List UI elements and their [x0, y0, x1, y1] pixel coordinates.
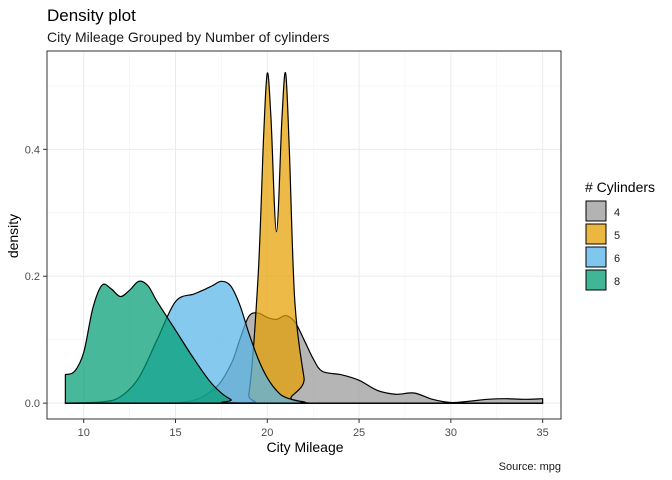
x-tick-label: 15 [169, 427, 181, 439]
density-area-cyl-4 [65, 312, 543, 404]
density-outline-cyl-8 [64, 280, 544, 404]
legend-swatch-cyl-5 [585, 223, 607, 245]
legend-title: # Cylinders [585, 179, 655, 195]
legend-label-cyl-5: 5 [614, 230, 620, 242]
density-areas [64, 71, 544, 404]
chart-subtitle: City Mileage Grouped by Number of cylind… [47, 29, 329, 45]
y-tick-label: 0.2 [25, 271, 40, 283]
x-tick-label: 25 [353, 427, 365, 439]
panel-border [46, 50, 562, 420]
legend-swatch-cyl-8 [585, 269, 607, 291]
density-area-cyl-8 [65, 281, 543, 404]
legend-label-cyl-6: 6 [614, 253, 620, 265]
legend-swatch-cyl-4 [585, 200, 607, 222]
chart-caption: Source: mpg [499, 461, 561, 473]
y-tick-label: 0.4 [25, 144, 40, 156]
legend-label-cyl-8: 8 [614, 276, 620, 288]
x-tick-label: 20 [261, 427, 273, 439]
y-axis-label: density [5, 214, 21, 258]
x-tick-label: 30 [445, 427, 457, 439]
legend: # Cylinders 4 5 6 8 [585, 179, 655, 291]
x-tick-label: 10 [78, 427, 90, 439]
chart-title: Density plot [47, 6, 136, 25]
y-tick-label: 0.0 [25, 398, 40, 410]
legend-label-cyl-4: 4 [614, 207, 620, 219]
axis-ticks: 10 15 20 25 30 35 0.0 0.2 0.4 [25, 144, 549, 439]
x-axis-label: City Mileage [266, 439, 343, 455]
x-tick-label: 35 [537, 427, 549, 439]
legend-swatch-cyl-6 [585, 246, 607, 268]
